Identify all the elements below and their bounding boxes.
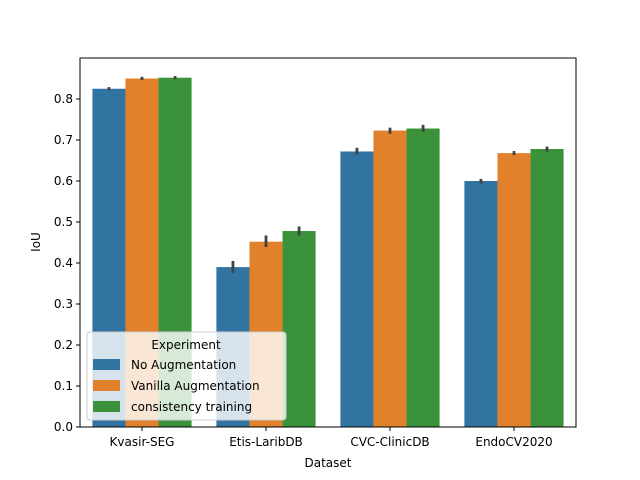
bar-3-0: [464, 181, 498, 427]
y-tick-label: 0.0: [54, 420, 73, 434]
y-tick-label: 0.5: [54, 215, 73, 229]
bar-2-1: [373, 130, 407, 427]
bar-3-2: [530, 149, 564, 427]
legend-label-1: Vanilla Augmentation: [131, 379, 260, 393]
bar-2-0: [340, 151, 374, 428]
x-tick-label: Kvasir-SEG: [110, 435, 175, 449]
bar-2-2: [406, 128, 440, 427]
bar-1-2: [282, 231, 316, 427]
legend-box: [86, 331, 287, 421]
legend-title: Experiment: [151, 338, 221, 352]
y-axis-label: IoU: [29, 232, 43, 252]
legend-label-0: No Augmentation: [131, 358, 236, 372]
error-bars-layer: [107, 76, 549, 273]
y-tick-label: 0.6: [54, 174, 73, 188]
legend-swatch-1: [93, 380, 120, 391]
legend-swatch-0: [93, 359, 120, 370]
x-tick-label: Etis-LaribDB: [229, 435, 303, 449]
x-axis-label: Dataset: [305, 456, 352, 470]
legend-swatch-2: [93, 401, 120, 412]
legend: Experiment No Augmentation Vanilla Augmen…: [86, 331, 287, 421]
legend-label-2: consistency training: [131, 400, 252, 414]
y-tick-label: 0.3: [54, 297, 73, 311]
y-tick-label: 0.2: [54, 338, 73, 352]
x-axis: Kvasir-SEG Etis-LaribDB CVC-ClinicDB EndoCV…: [110, 427, 553, 449]
y-tick-label: 0.1: [54, 379, 73, 393]
legend-items: No Augmentation Vanilla Augmentation consi…: [93, 358, 260, 414]
bar-3-1: [497, 153, 531, 427]
y-axis: 0.0 0.1 0.2 0.3 0.4 0.5 0.6 0.7 0.8: [54, 92, 80, 434]
y-tick-label: 0.4: [54, 256, 73, 270]
plot-frame: [79, 57, 577, 428]
x-tick-label: CVC-ClinicDB: [350, 435, 429, 449]
y-tick-label: 0.8: [54, 92, 73, 106]
x-tick-label: EndoCV2020: [475, 435, 552, 449]
y-tick-label: 0.7: [54, 133, 73, 147]
